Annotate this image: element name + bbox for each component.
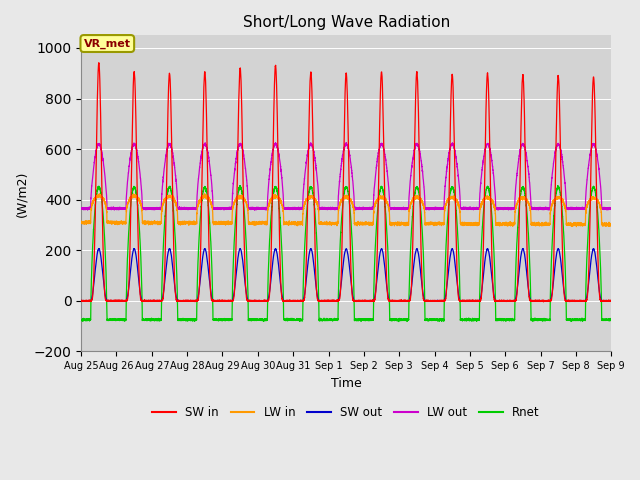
Title: Short/Long Wave Radiation: Short/Long Wave Radiation xyxy=(243,15,450,30)
X-axis label: Time: Time xyxy=(331,377,362,390)
Text: VR_met: VR_met xyxy=(84,38,131,48)
Legend: SW in, LW in, SW out, LW out, Rnet: SW in, LW in, SW out, LW out, Rnet xyxy=(148,401,545,424)
Y-axis label: (W/m2): (W/m2) xyxy=(15,170,28,216)
